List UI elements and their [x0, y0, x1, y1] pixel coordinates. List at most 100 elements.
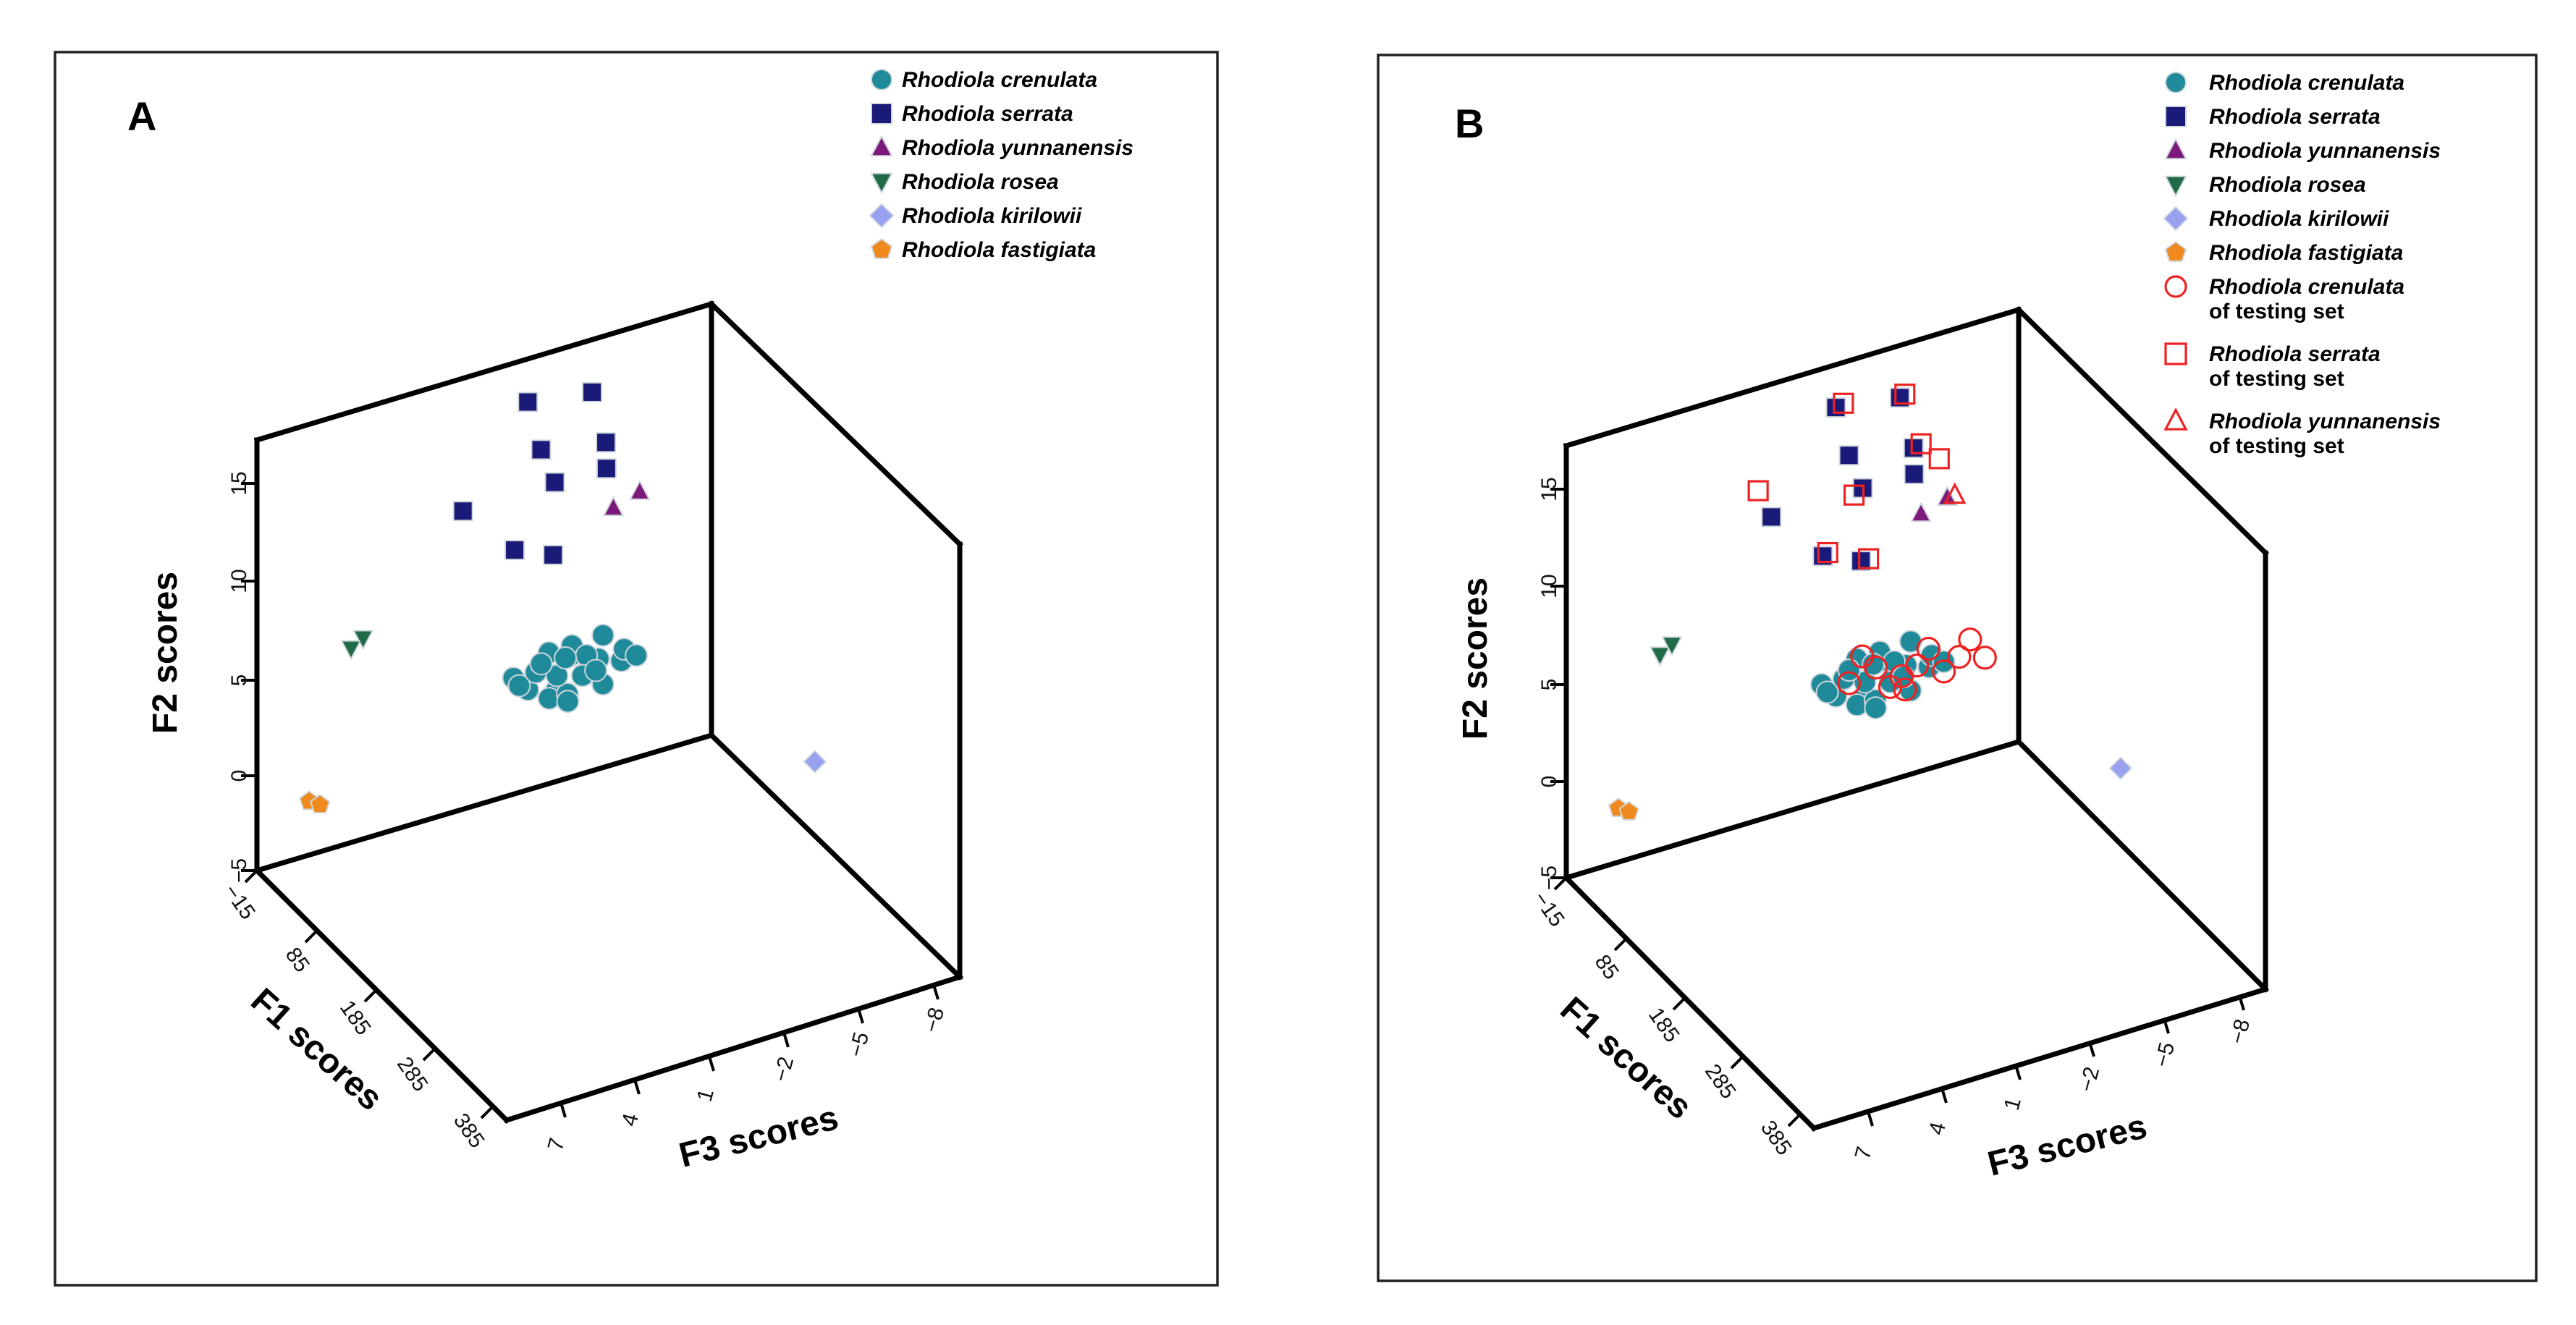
- data-point-rhodiola-crenulata: [554, 646, 578, 670]
- legend-marker-rhodiola-yunnanensis: [870, 135, 893, 157]
- box-edge: [1563, 738, 2022, 881]
- legend-sublabel: of testing set: [2209, 300, 2344, 323]
- data-point-rhodiola-serrata: [582, 381, 603, 402]
- legend-sublabel: of testing set: [2209, 434, 2344, 458]
- f1-tick: [1553, 876, 1568, 891]
- data-point-rhodiola-yunnanensis: [602, 496, 625, 517]
- panel-a-frame: [54, 51, 1219, 1287]
- data-point-rhodiola-serrata: [596, 432, 617, 453]
- data-point-rhodiola-serrata: [518, 391, 539, 412]
- f3-tick: [932, 984, 939, 1000]
- panel-b-3d-box: [1563, 306, 2269, 1132]
- data-point-rhodiola-crenulata: [1837, 659, 1861, 682]
- data-point-rhodiola-crenulata-of-testing-set: [1836, 671, 1862, 695]
- data-point-rhodiola-yunnanensis-of-testing-set: [1943, 482, 1967, 504]
- data-point-rhodiola-serrata: [1838, 445, 1859, 466]
- data-point-rhodiola-crenulata: [1864, 696, 1888, 720]
- box-edge: [503, 973, 963, 1124]
- f3-tick: [2014, 1064, 2022, 1080]
- data-point-rhodiola-crenulata-of-testing-set: [1958, 627, 1982, 652]
- f2-tick-label: 15: [227, 471, 251, 495]
- f3-tick: [559, 1102, 567, 1118]
- f3-tick: [1941, 1088, 1948, 1104]
- legend-marker-rhodiola-crenulata-testing: [2164, 275, 2187, 298]
- legend-label: Rhodiola serrata: [2209, 105, 2381, 129]
- box-edge: [1563, 874, 1817, 1132]
- data-point-rhodiola-crenulata-of-testing-set: [1850, 644, 1875, 669]
- legend-marker-rhodiola-serrata: [2165, 106, 2187, 127]
- data-point-rhodiola-crenulata: [584, 659, 608, 682]
- panel-a-letter: A: [127, 93, 156, 139]
- data-point-rhodiola-crenulata: [1815, 680, 1839, 704]
- data-point-rhodiola-fastigiata: [1618, 800, 1639, 821]
- box-edge: [253, 867, 510, 1124]
- data-point-rhodiola-serrata: [452, 501, 473, 522]
- f1-tick: [1672, 996, 1686, 1011]
- data-point-rhodiola-serrata: [1903, 438, 1924, 459]
- data-point-rhodiola-crenulata: [591, 623, 615, 647]
- data-point-rhodiola-serrata: [543, 544, 564, 565]
- legend-label: Rhodiola yunnanensis: [902, 136, 1133, 160]
- legend-marker-rhodiola-serrata: [871, 103, 892, 124]
- legend-label: Rhodiola crenulata: [2209, 275, 2404, 299]
- legend-label: Rhodiola yunnanensis: [2209, 410, 2441, 433]
- legend-marker-rhodiola-serrata-testing: [2164, 342, 2187, 365]
- data-point-rhodiola-serrata-of-testing-set: [1910, 433, 1932, 454]
- box-edge: [2015, 738, 2269, 993]
- box-edge: [1563, 306, 2022, 449]
- panel-b-legend: Rhodiola crenulata Rhodiola serrata Rhodio…: [2163, 71, 2441, 458]
- data-point-rhodiola-crenulata-of-testing-set: [1916, 636, 1941, 661]
- legend-marker-rhodiola-rosea: [2164, 175, 2187, 198]
- data-point-rhodiola-rosea: [1661, 636, 1683, 657]
- data-point-rhodiola-serrata-of-testing-set: [1857, 548, 1880, 570]
- f1-tick: [480, 1105, 494, 1119]
- data-point-rhodiola-kirilowii: [803, 750, 827, 774]
- data-point-rhodiola-serrata-of-testing-set: [1747, 480, 1769, 501]
- legend-label: Rhodiola serrata: [2209, 342, 2381, 366]
- box-edge: [253, 300, 715, 444]
- legend-label: Rhodiola crenulata: [2209, 71, 2404, 95]
- box-edge: [1810, 986, 2269, 1132]
- legend-marker-rhodiola-kirilowii: [2163, 206, 2189, 232]
- f1-tick: [1613, 937, 1628, 952]
- f2-axis-title: F2 scores: [146, 572, 185, 734]
- data-point-rhodiola-rosea: [340, 640, 362, 661]
- panel-a-3d-box: [253, 300, 963, 1124]
- f1-tick: [304, 929, 318, 944]
- data-point-rhodiola-serrata-of-testing-set: [1843, 484, 1865, 506]
- f3-tick: [857, 1008, 864, 1024]
- panel-a-legend: Rhodiola crenulata Rhodiola serrata Rhodio…: [869, 68, 1133, 262]
- f2-tick-label: 0: [1537, 776, 1561, 788]
- panel-b: B −5 0 5 10 15 F2 scores: [1377, 54, 2538, 1282]
- box-edge: [708, 732, 963, 981]
- data-point-rhodiola-crenulata-of-testing-set: [1931, 659, 1956, 684]
- f2-tick-label: 10: [1537, 574, 1561, 598]
- f2-axis-title: F2 scores: [1456, 577, 1495, 740]
- panel-a: A −5 0 5 10 15 F2 scores: [54, 51, 1219, 1287]
- box-edge: [253, 732, 715, 874]
- data-point-rhodiola-serrata: [504, 540, 525, 561]
- data-point-rhodiola-crenulata: [625, 643, 649, 667]
- data-point-rhodiola-serrata-of-testing-set: [1833, 392, 1854, 414]
- data-point-rhodiola-serrata: [544, 472, 565, 493]
- f1-tick: [363, 989, 378, 1003]
- legend-label: Rhodiola rosea: [902, 170, 1059, 194]
- legend-label: Rhodiola rosea: [2209, 173, 2366, 197]
- panel-a-f2-axis: −5 0 5 10 15 F2 scores: [146, 471, 257, 883]
- data-point-rhodiola-yunnanensis: [1910, 501, 1932, 522]
- f1-tick: [244, 869, 258, 884]
- panel-b-data-points: [1608, 384, 2133, 821]
- f1-tick: [1787, 1113, 1802, 1127]
- data-point-rhodiola-fastigiata: [309, 794, 331, 814]
- legend-marker-rhodiola-rosea: [870, 172, 893, 195]
- legend-label: Rhodiola crenulata: [902, 68, 1097, 92]
- f3-tick: [2088, 1041, 2095, 1057]
- data-point-rhodiola-yunnanensis: [1936, 485, 1958, 506]
- legend-label: Rhodiola fastigiata: [902, 238, 1096, 262]
- data-point-rhodiola-kirilowii: [2108, 756, 2133, 780]
- data-point-rhodiola-serrata-of-testing-set: [1928, 448, 1950, 470]
- f3-tick: [2163, 1018, 2170, 1034]
- legend-marker-rhodiola-fastigiata: [870, 238, 893, 259]
- panel-b-f2-axis: −5 0 5 10 15 F2 scores: [1456, 477, 1566, 890]
